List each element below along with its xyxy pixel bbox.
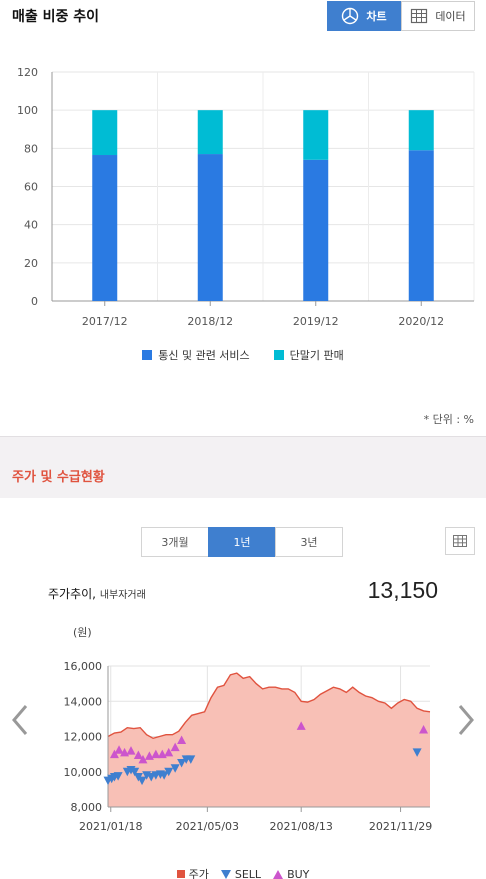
buy-marker [138,754,148,764]
sell-marker [186,755,196,764]
legend-swatch-sell [220,869,231,879]
chart-view-button[interactable]: 차트 [327,1,401,31]
view-toggle: 차트 데이터 [327,1,475,31]
price-line [107,672,431,740]
unit-label: * 단위 : % [423,413,474,426]
price-area [108,673,430,807]
bar-segment [408,150,434,301]
buy-marker [177,735,187,745]
buy-marker [126,746,136,755]
section-title-stock: 주가 및 수급현황 [12,470,105,485]
legend-swatch-telecom [142,350,153,360]
sell-marker [170,764,180,773]
bar-segment [197,110,223,155]
y-tick-label: 80 [24,142,38,155]
current-price: 13,150 [367,577,438,603]
y-tick-label: 0 [31,295,38,308]
sell-marker [177,758,187,768]
bar-segment [92,155,118,301]
stock-section-header: 주가 및 수급현황 [0,436,486,498]
buy-marker [164,747,174,757]
legend-swatch-device [273,350,284,360]
price-legend: 주가 SELL BUY [0,866,486,879]
y-tick-label: 20 [24,257,38,270]
legend-item-device-sales: 단말기 판매 [273,347,344,363]
bar-segment [303,110,329,160]
legend-label-sell: SELL [234,867,262,879]
insider-trading-label: 내부자거래 [99,590,146,601]
sell-marker [113,772,123,781]
sell-marker [164,767,174,777]
legend-swatch-price [176,870,185,878]
sell-marker [159,771,169,780]
buy-marker [133,750,143,760]
data-view-label: 데이터 [435,10,466,23]
chart-view-label: 차트 [366,10,387,23]
period-button-3y[interactable]: 3년 [275,527,343,557]
x-tick-label: 2021/11/29 [369,820,432,833]
legend-label-device: 단말기 판매 [289,349,344,362]
section-title-sales-mix: 매출 비중 추이 [12,9,100,25]
y-tick-label: 14,000 [64,695,103,708]
buy-marker [296,721,306,730]
chevron-right-icon[interactable] [454,700,478,740]
x-tick-label: 2017/12 [82,315,128,328]
legend-label-price: 주가 [188,868,209,879]
y-tick-label: 16,000 [64,660,103,673]
period-button-1y[interactable]: 1년 [208,527,276,557]
price-trend-label: 주가추이, 내부자거래 [48,585,146,602]
bar-segment [92,110,118,156]
legend-item-telecom-services: 통신 및 관련 서비스 [142,347,250,363]
sell-marker [137,776,147,786]
y-tick-label: 40 [24,219,38,232]
sales-mix-legend: 통신 및 관련 서비스 단말기 판매 [0,347,486,363]
legend-item-buy: BUY [273,866,309,879]
period-selector: 3개월 1년 3년 [141,527,343,557]
x-tick-label: 2019/12 [293,315,339,328]
x-tick-label: 2020/12 [398,315,444,328]
y-tick-label: 120 [17,66,38,79]
x-tick-label: 2021/05/03 [176,820,239,833]
buy-marker [170,742,180,752]
legend-item-price: 주가 [176,866,209,879]
stock-price-chart: (원) 8,000 10,000 12,000 14,000 16,000 2021/01/… [64,626,433,833]
sales-mix-header: 매출 비중 추이 차트 데이터 [0,0,486,32]
y-tick-label: 10,000 [64,766,103,779]
bar-segment [303,159,329,301]
bar-segment [408,110,434,151]
y-tick-label: 60 [24,181,38,194]
y-tick-label: 12,000 [64,731,103,744]
sell-marker [412,748,422,757]
pie-chart-icon [342,7,359,25]
x-tick-label: 2018/12 [187,315,233,328]
table-grid-icon [411,8,428,24]
x-tick-label: 2021/01/18 [79,820,142,833]
sales-mix-bar-chart: 0 20 40 60 80 100 120 2017/12 2018/12 2019/12 2020… [17,66,475,328]
legend-item-sell: SELL [220,866,262,879]
table-view-button[interactable] [445,527,475,555]
bar-segment [197,154,223,301]
buy-marker [151,749,161,759]
legend-swatch-buy [273,869,284,879]
buy-marker [419,724,429,734]
chevron-left-icon[interactable] [8,700,32,740]
table-grid-icon [453,535,467,547]
price-trend-title: 주가추이, [48,587,96,601]
y-tick-label: 100 [17,104,38,117]
y-axis-unit-label: (원) [73,626,92,639]
legend-label-telecom: 통신 및 관련 서비스 [158,349,250,362]
legend-label-buy: BUY [287,867,310,879]
buy-marker [114,745,124,754]
buy-marker [109,749,119,759]
data-view-button[interactable]: 데이터 [401,1,475,31]
y-tick-label: 8,000 [71,801,103,814]
x-tick-label: 2021/08/13 [269,820,332,833]
sell-marker [130,767,140,777]
period-button-3m[interactable]: 3개월 [141,527,209,557]
